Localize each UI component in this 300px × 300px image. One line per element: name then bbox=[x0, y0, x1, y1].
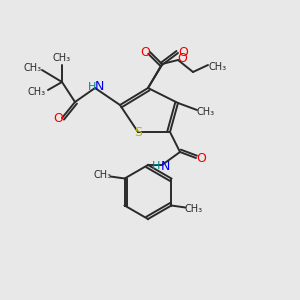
Text: CH₃: CH₃ bbox=[53, 53, 71, 63]
Text: O: O bbox=[196, 152, 206, 164]
Text: CH₃: CH₃ bbox=[24, 63, 42, 73]
Text: O: O bbox=[140, 46, 150, 59]
Text: CH₃: CH₃ bbox=[209, 62, 227, 72]
Text: O: O bbox=[53, 112, 63, 125]
Text: O: O bbox=[177, 52, 187, 65]
Text: S: S bbox=[134, 125, 142, 139]
Text: O: O bbox=[178, 46, 188, 59]
Text: CH₃: CH₃ bbox=[197, 107, 215, 117]
Text: N: N bbox=[94, 80, 104, 94]
Text: CH₃: CH₃ bbox=[184, 203, 202, 214]
Text: H: H bbox=[88, 82, 96, 92]
Text: N: N bbox=[160, 160, 170, 172]
Text: CH₃: CH₃ bbox=[28, 87, 46, 97]
Text: H: H bbox=[152, 161, 160, 171]
Text: CH₃: CH₃ bbox=[94, 170, 112, 181]
